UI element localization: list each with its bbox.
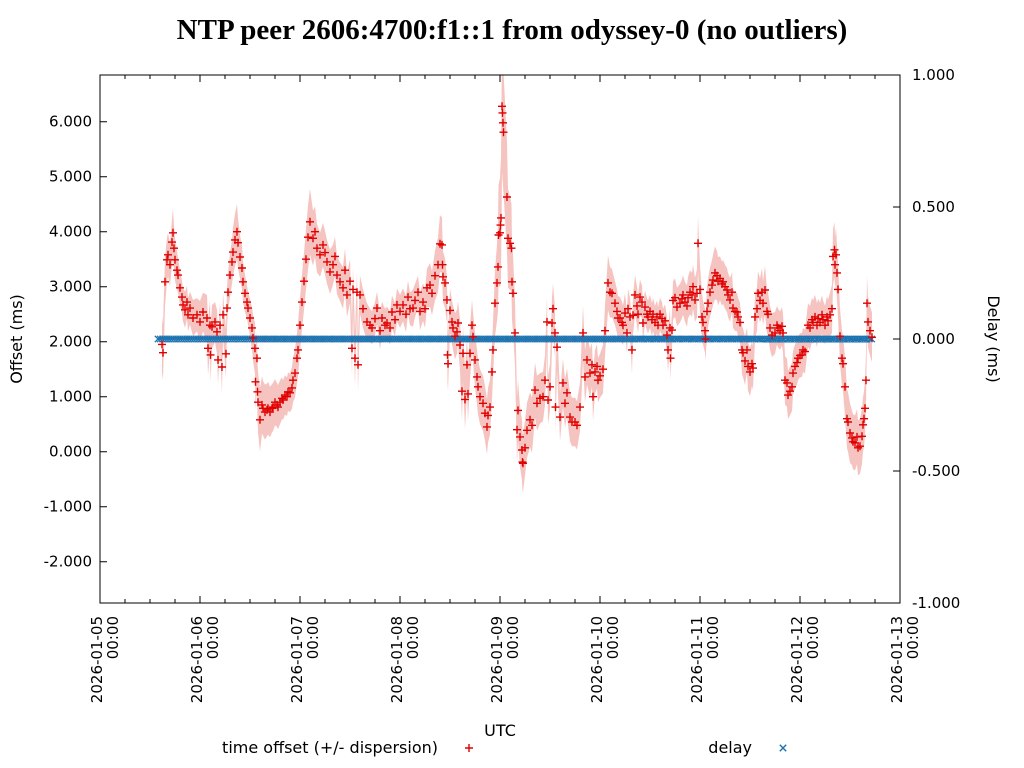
tick-marks xyxy=(99,74,901,604)
x-tick-label-time: 00:00 xyxy=(904,616,922,659)
x-tick-label-time: 00:00 xyxy=(504,616,522,659)
legend-cross-glyph xyxy=(779,744,787,752)
y-left-tick-label: 2.000 xyxy=(49,333,92,351)
dispersion-band-area xyxy=(162,75,872,492)
axis-ticks xyxy=(99,74,901,604)
y-left-tick-label: -1.000 xyxy=(44,498,92,516)
x-tick-label-time: 00:00 xyxy=(704,616,722,659)
y-left-tick-label: 4.000 xyxy=(49,223,92,241)
x-tick-label-date: 2026-01-13 xyxy=(888,616,906,703)
cross-icon xyxy=(779,744,787,752)
x-tick-label-date: 2026-01-08 xyxy=(388,616,406,703)
x-axis-title: UTC xyxy=(484,721,516,740)
plus-icon xyxy=(465,744,473,752)
x-tick-label-date: 2026-01-07 xyxy=(288,616,306,703)
x-tick-label-date: 2026-01-06 xyxy=(188,616,206,703)
y-right-tick-label: 0.500 xyxy=(912,198,955,216)
legend-plus-glyph xyxy=(465,744,473,752)
x-tick-label-date: 2026-01-09 xyxy=(488,616,506,703)
x-tick-label-date: 2026-01-10 xyxy=(588,616,606,703)
chart-title: NTP peer 2606:4700:f1::1 from odyssey-0 … xyxy=(176,14,848,46)
x-tick-label-time: 00:00 xyxy=(204,616,222,659)
offset-markers xyxy=(158,102,876,468)
x-tick-label-time: 00:00 xyxy=(804,616,822,659)
x-tick-label-time: 00:00 xyxy=(604,616,622,659)
y-left-tick-label: 6.000 xyxy=(49,113,92,131)
y-right-axis-title: Delay (ms) xyxy=(984,295,1003,382)
legend: time offset (+/- dispersion) delay xyxy=(222,738,787,757)
legend-delay-label: delay xyxy=(708,738,752,757)
x-tick-label-date: 2026-01-11 xyxy=(688,616,706,703)
y-right-tick-label: -1.000 xyxy=(912,594,960,612)
dispersion-band xyxy=(162,75,872,492)
y-left-tick-label: 0.000 xyxy=(49,443,92,461)
x-tick-label-date: 2026-01-12 xyxy=(788,616,806,703)
y-right-tick-label: 0.000 xyxy=(912,330,955,348)
axis-tick-labels: 6.000 5.000 4.000 3.000 2.000 1.000 0.000 -1.00… xyxy=(44,66,961,703)
y-left-tick-label: 5.000 xyxy=(49,168,92,186)
y-right-tick-label: 1.000 xyxy=(912,66,955,84)
delay-markers xyxy=(154,335,876,343)
delay-series-path xyxy=(154,335,876,343)
y-left-tick-label: 1.000 xyxy=(49,388,92,406)
x-tick-label-time: 00:00 xyxy=(404,616,422,659)
x-tick-label-time: 00:00 xyxy=(304,616,322,659)
y-left-tick-label: -2.000 xyxy=(44,553,92,571)
x-tick-label-time: 00:00 xyxy=(104,616,122,659)
legend-offset-label: time offset (+/- dispersion) xyxy=(222,738,438,757)
x-tick-label-date: 2026-01-05 xyxy=(88,616,106,703)
y-right-tick-label: -0.500 xyxy=(912,462,960,480)
y-left-axis-title: Offset (ms) xyxy=(7,294,26,384)
offset-series-path xyxy=(158,102,876,468)
y-left-tick-label: 3.000 xyxy=(49,278,92,296)
